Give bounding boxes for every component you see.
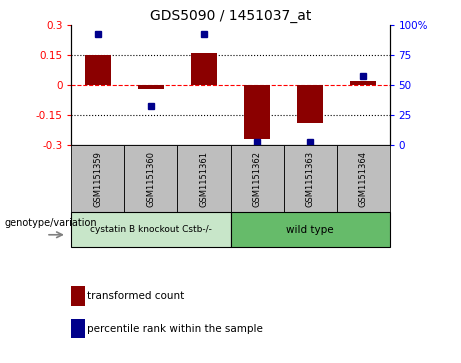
Bar (71, 145, 124, 212)
Bar (124, 145, 177, 212)
Bar (230, 212, 390, 247)
Text: GSM1151362: GSM1151362 (253, 151, 261, 207)
Bar (71, 212, 230, 247)
Text: genotype/variation: genotype/variation (5, 218, 97, 228)
Bar (337, 145, 390, 212)
Text: GSM1151363: GSM1151363 (306, 151, 314, 207)
Text: wild type: wild type (286, 225, 334, 234)
Bar (350, 81, 376, 85)
Bar (297, 85, 323, 123)
Text: GSM1151359: GSM1151359 (94, 151, 102, 207)
Bar (85, 55, 111, 85)
Text: GSM1151364: GSM1151364 (359, 151, 367, 207)
Bar (230, 145, 284, 212)
Bar (71, 319, 85, 338)
Bar (177, 145, 230, 212)
Text: percentile rank within the sample: percentile rank within the sample (87, 323, 263, 334)
Bar (138, 85, 164, 89)
Text: GSM1151360: GSM1151360 (147, 151, 155, 207)
Bar (71, 286, 85, 306)
Bar (191, 53, 217, 85)
Bar (284, 145, 337, 212)
Text: cystatin B knockout Cstb-/-: cystatin B knockout Cstb-/- (90, 225, 212, 234)
Title: GDS5090 / 1451037_at: GDS5090 / 1451037_at (150, 9, 311, 23)
Bar (244, 85, 270, 139)
Text: GSM1151361: GSM1151361 (200, 151, 208, 207)
Text: transformed count: transformed count (87, 291, 184, 301)
